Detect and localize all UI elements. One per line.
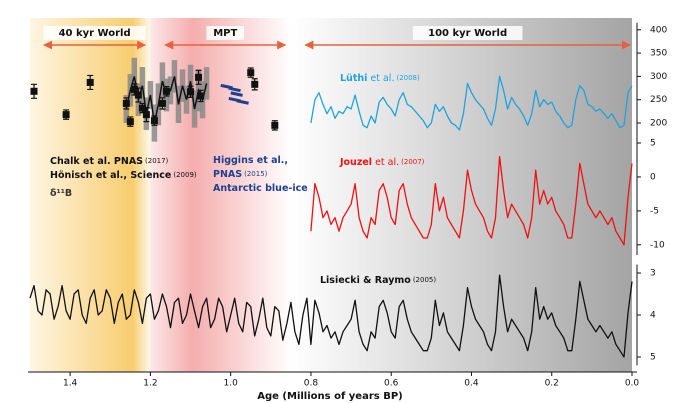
annotation: PNAS (2015) <box>213 169 268 180</box>
y-tick-label: 3 <box>650 269 656 279</box>
y-tick-label: 200 <box>650 118 667 128</box>
y-tick-label: -5 <box>650 206 659 216</box>
data-point <box>228 86 241 93</box>
data-point <box>230 91 243 97</box>
data-point <box>122 99 130 107</box>
y-tick-label: 0 <box>650 172 656 182</box>
data-point <box>134 91 142 99</box>
annotation: Lüthi et al. (2008) <box>340 73 420 84</box>
y-tick-label: 300 <box>650 72 667 82</box>
y-tick-label: 4 <box>650 311 656 321</box>
annotation: Antarctic blue-ice <box>213 183 308 194</box>
period-band <box>290 18 632 372</box>
data-point <box>197 92 205 100</box>
annotation: Lisiecki & Raymo (2005) <box>320 275 436 286</box>
y-tick-label: 5 <box>650 139 656 149</box>
data-point <box>187 88 195 96</box>
x-tick-label: 1.0 <box>224 379 239 389</box>
period-label: 100 kyr World <box>428 28 507 39</box>
y-tick-label: -10 <box>650 240 665 250</box>
data-point <box>271 121 279 129</box>
data-point <box>138 104 146 112</box>
data-point <box>142 111 150 119</box>
annotation-part: Hönisch et al., Science <box>50 170 171 181</box>
annotation-part: Lisiecki & Raymo <box>320 275 411 286</box>
annotation-part: Antarctic blue-ice <box>213 183 308 194</box>
annotation: Chalk et al. PNAS (2017) <box>50 156 169 167</box>
annotation-part: Higgins et al., <box>213 155 288 166</box>
x-tick-label: 1.4 <box>63 379 78 389</box>
x-tick-label: 0.2 <box>545 379 559 389</box>
data-point <box>62 111 70 119</box>
annotation: Hönisch et al., Science (2009) <box>50 170 197 181</box>
data-line <box>29 274 633 358</box>
y-tick-label: 400 <box>650 25 667 35</box>
data-point <box>162 87 170 95</box>
annotation: Higgins et al., <box>213 155 288 166</box>
annotation-part: Lüthi <box>340 73 367 84</box>
period-label: MPT <box>213 28 237 39</box>
x-tick-label: 0.8 <box>304 379 319 389</box>
data-point <box>195 73 203 81</box>
data-line <box>310 75 633 131</box>
annotation-year: (2005) <box>413 276 437 284</box>
period-label: 40 kyr World <box>59 28 131 39</box>
data-point <box>130 85 138 93</box>
data-point <box>150 117 158 125</box>
annotation-year: (2007) <box>401 158 425 166</box>
annotation-part: δ¹¹B <box>50 188 72 199</box>
annotation-year: (2015) <box>244 170 268 178</box>
annotation-year: (2008) <box>396 74 420 82</box>
annotation-part: Jouzel <box>339 157 372 168</box>
annotation-year: (2017) <box>145 157 169 165</box>
y-tick-label: 5 <box>650 353 656 363</box>
data-point <box>126 118 134 126</box>
x-axis-label: Age (Millions of years BP) <box>257 391 402 402</box>
x-tick-label: 1.2 <box>143 379 157 389</box>
data-point <box>236 99 249 105</box>
data-point <box>251 80 259 88</box>
data-point <box>158 99 166 107</box>
data-line <box>310 155 633 246</box>
y-tick-label: 350 <box>650 49 667 59</box>
annotation: δ¹¹B <box>50 188 72 199</box>
annotation-part: et al. <box>375 157 399 168</box>
x-tick-label: 0.4 <box>464 379 479 389</box>
annotation-year: (2009) <box>173 171 197 179</box>
data-point <box>247 69 255 77</box>
y-tick-label: 250 <box>650 95 667 105</box>
annotation-part: Chalk et al. PNAS <box>50 156 143 167</box>
annotation: Jouzel et al. (2007) <box>339 157 425 168</box>
x-tick-label: 0.0 <box>625 379 640 389</box>
annotation-part: et al. <box>370 73 394 84</box>
data-point <box>30 87 38 95</box>
annotation-part: PNAS <box>213 169 242 180</box>
x-tick-label: 0.6 <box>384 379 399 389</box>
data-point <box>86 78 94 86</box>
